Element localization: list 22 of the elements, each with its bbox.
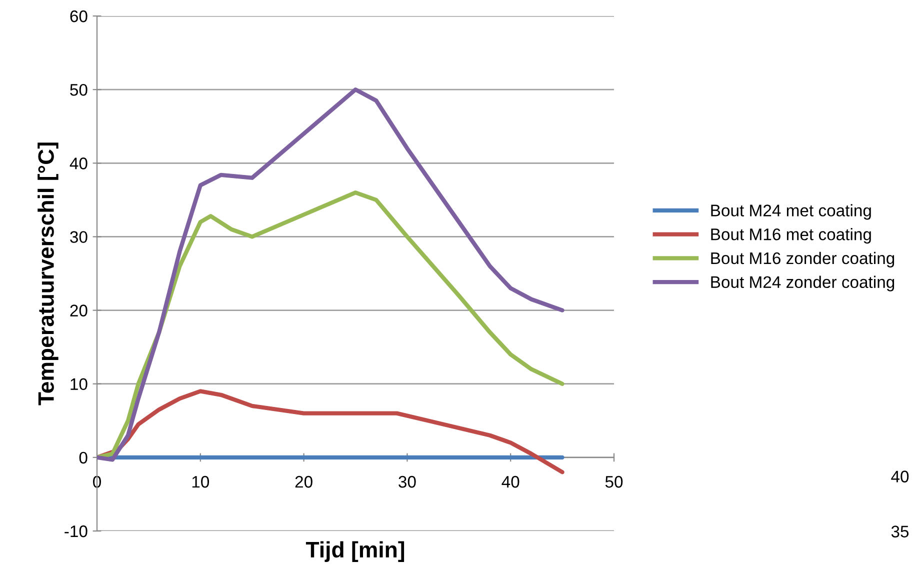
legend-label: Bout M24 met coating (711, 204, 871, 220)
y-axis-title: Temperatuurverschil [°C] (38, 142, 58, 406)
x-tick-label: 20 (295, 476, 312, 488)
y-tick-label: 30 (70, 231, 88, 243)
y-tick-label: 20 (70, 304, 88, 316)
x-tick-label: 50 (605, 476, 623, 488)
legend-label: Bout M24 zonder coating (711, 276, 894, 292)
y-tick-label: 10 (70, 378, 88, 390)
y-tick-label: 40 (70, 158, 88, 170)
x-axis-title: Tijd [min] (306, 541, 404, 562)
y-tick-label: 60 (70, 10, 88, 22)
line-series (97, 87, 564, 462)
x-tick-label: 40 (502, 476, 520, 488)
x-tick-label: 30 (398, 476, 416, 488)
y-tick-label: 0 (79, 452, 88, 464)
x-tick-label: 10 (192, 476, 210, 488)
legend-label: Bout M16 zonder coating (711, 252, 894, 268)
y-tick-label: 50 (70, 84, 88, 96)
legend-label: Bout M16 met coating (711, 228, 871, 244)
text: 35 (891, 526, 909, 538)
line-series (97, 389, 564, 474)
y-tick-label: -10 (64, 525, 88, 538)
